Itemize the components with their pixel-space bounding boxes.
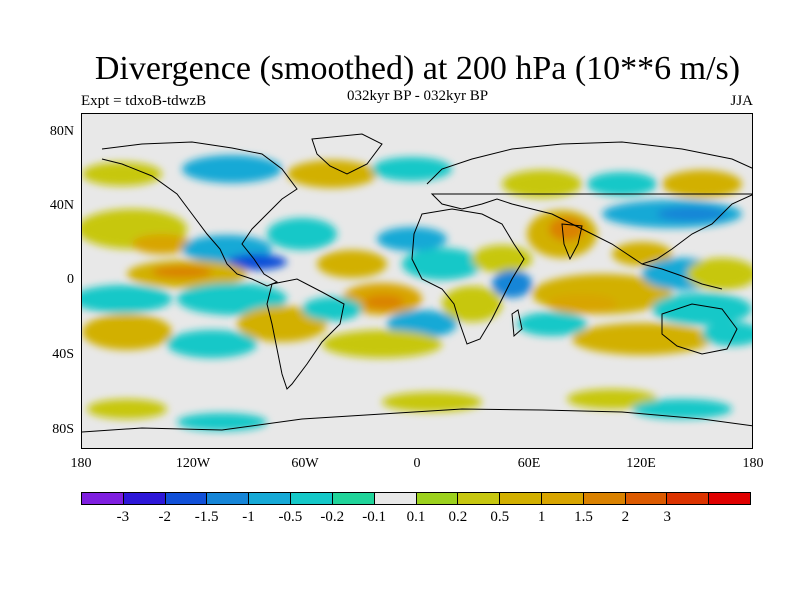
- lat-label-80n: 80N: [49, 124, 74, 139]
- colorbar-box: [82, 493, 124, 504]
- plot-subtitle: 032kyr BP - 032kyr BP: [346, 88, 489, 104]
- colorbar-label: -1: [242, 509, 255, 525]
- colorbar: [81, 492, 751, 505]
- colorbar-box: [458, 493, 501, 504]
- map-panel: [81, 113, 753, 449]
- colorbar-label: 0.5: [490, 509, 510, 525]
- colorbar-label: -0.2: [320, 509, 345, 525]
- colorbar-box: [416, 493, 459, 504]
- colorbar-box: [249, 493, 292, 504]
- lon-label-120w: 120W: [175, 456, 211, 471]
- divergence-field-map: [82, 133, 752, 433]
- lon-label-60e: 60E: [517, 456, 541, 471]
- colorbar-label: -3: [116, 509, 130, 525]
- lat-label-80s: 80S: [52, 422, 74, 437]
- colorbar-box: [165, 493, 208, 504]
- colorbar-box: [667, 493, 710, 504]
- colorbar-label: 3: [663, 509, 672, 525]
- divergence-contour-fill: [82, 155, 752, 431]
- lat-label-40n: 40N: [49, 198, 74, 213]
- lat-label-eq: 0: [67, 272, 74, 287]
- colorbar-box: [332, 493, 375, 504]
- colorbar-box: [374, 493, 417, 504]
- colorbar-label: 1.5: [574, 509, 593, 525]
- colorbar-label: 1: [537, 509, 546, 525]
- season-label: JJA: [730, 93, 753, 109]
- lon-label-120e: 120E: [626, 456, 656, 471]
- plot-title: Divergence (smoothed) at 200 hPa (10**6 …: [94, 50, 741, 87]
- colorbar-box: [500, 493, 542, 504]
- colorbar-label: -0.1: [362, 509, 386, 525]
- colorbar-box: [541, 493, 584, 504]
- colorbar-label: 0.2: [448, 509, 468, 525]
- colorbar-box: [709, 493, 750, 504]
- experiment-label: Expt = tdxoB-tdwzB: [81, 93, 207, 109]
- colorbar-label: -1.5: [194, 509, 219, 525]
- colorbar-box: [625, 493, 668, 504]
- lon-label-60w: 60W: [291, 456, 319, 471]
- colorbar-label: 2: [621, 509, 630, 525]
- colorbar-box: [123, 493, 166, 504]
- colorbar-label: -2: [158, 509, 172, 525]
- lon-label-0: 0: [413, 456, 421, 471]
- lon-label-180w: 180: [70, 456, 92, 471]
- lat-label-40s: 40S: [52, 347, 74, 362]
- colorbar-box: [583, 493, 626, 504]
- lon-label-180e: 180: [742, 456, 764, 471]
- colorbar-box: [291, 493, 333, 504]
- coastlines: [82, 133, 752, 433]
- colorbar-label: -0.5: [278, 509, 303, 525]
- colorbar-box: [207, 493, 250, 504]
- colorbar-label: 0.1: [406, 509, 426, 525]
